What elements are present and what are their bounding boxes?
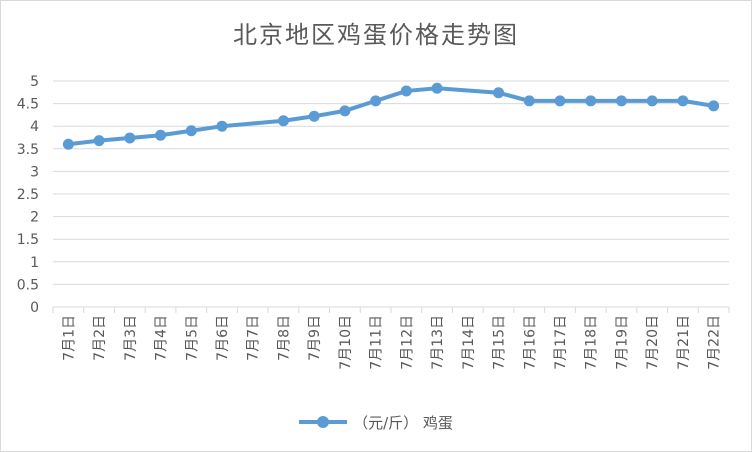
- chart-title: 北京地区鸡蛋价格走势图: [233, 21, 519, 49]
- data-point: [370, 95, 382, 107]
- data-point: [646, 95, 658, 107]
- x-tick-label: 7月8日: [276, 315, 292, 361]
- y-tick-label: 0.5: [17, 277, 39, 293]
- data-point: [493, 87, 505, 99]
- data-point: [216, 120, 228, 132]
- x-tick-label: 7月16日: [522, 315, 538, 370]
- x-tick-label: 7月21日: [676, 315, 692, 370]
- x-tick-label: 7月9日: [307, 315, 323, 361]
- x-tick-label: 7月6日: [215, 315, 231, 361]
- data-point: [585, 95, 597, 107]
- data-point: [155, 129, 167, 141]
- x-tick-label: 7月20日: [645, 315, 661, 370]
- data-point: [277, 115, 289, 127]
- x-tick-label: 7月22日: [707, 315, 723, 370]
- x-tick-label: 7月4日: [154, 315, 170, 361]
- y-tick-label: 3.5: [17, 142, 39, 158]
- data-point: [708, 100, 720, 112]
- x-tick-label: 7月7日: [246, 315, 262, 361]
- x-tick-label: 7月13日: [430, 315, 446, 370]
- data-point: [93, 135, 105, 147]
- legend-label: （元/斤） 鸡蛋: [353, 413, 453, 432]
- data-point: [431, 82, 443, 94]
- y-tick-label: 0: [30, 300, 39, 316]
- y-tick-label: 2.5: [17, 187, 39, 203]
- x-tick-label: 7月12日: [399, 315, 415, 370]
- y-tick-label: 2: [30, 210, 39, 226]
- data-point: [124, 132, 136, 144]
- data-point: [185, 125, 197, 137]
- y-tick-label: 4: [30, 119, 39, 135]
- x-tick-label: 7月2日: [92, 315, 108, 361]
- data-point: [677, 95, 689, 107]
- y-tick-label: 3: [30, 164, 39, 180]
- x-tick-label: 7月17日: [553, 315, 569, 370]
- x-tick-label: 7月3日: [123, 315, 139, 361]
- x-tick-label: 7月10日: [338, 315, 354, 370]
- x-tick-label: 7月14日: [461, 315, 477, 370]
- y-tick-label: 4.5: [17, 97, 39, 113]
- data-point: [554, 95, 566, 107]
- data-point: [615, 95, 627, 107]
- x-tick-label: 7月11日: [369, 315, 385, 370]
- data-point: [62, 138, 74, 150]
- legend-swatch: [299, 414, 348, 430]
- y-tick-label: 5: [30, 74, 39, 90]
- x-tick-label: 7月19日: [614, 315, 630, 370]
- legend: （元/斤） 鸡蛋: [1, 411, 751, 433]
- y-tick-label: 1: [30, 255, 39, 271]
- data-point: [339, 105, 351, 117]
- x-tick-label: 7月18日: [584, 315, 600, 370]
- y-tick-label: 1.5: [17, 232, 39, 248]
- data-point: [400, 85, 412, 97]
- data-point: [523, 95, 535, 107]
- x-tick-label: 7月15日: [492, 315, 508, 370]
- x-tick-label: 7月1日: [61, 315, 77, 361]
- data-point: [308, 110, 320, 122]
- x-tick-label: 7月5日: [184, 315, 200, 361]
